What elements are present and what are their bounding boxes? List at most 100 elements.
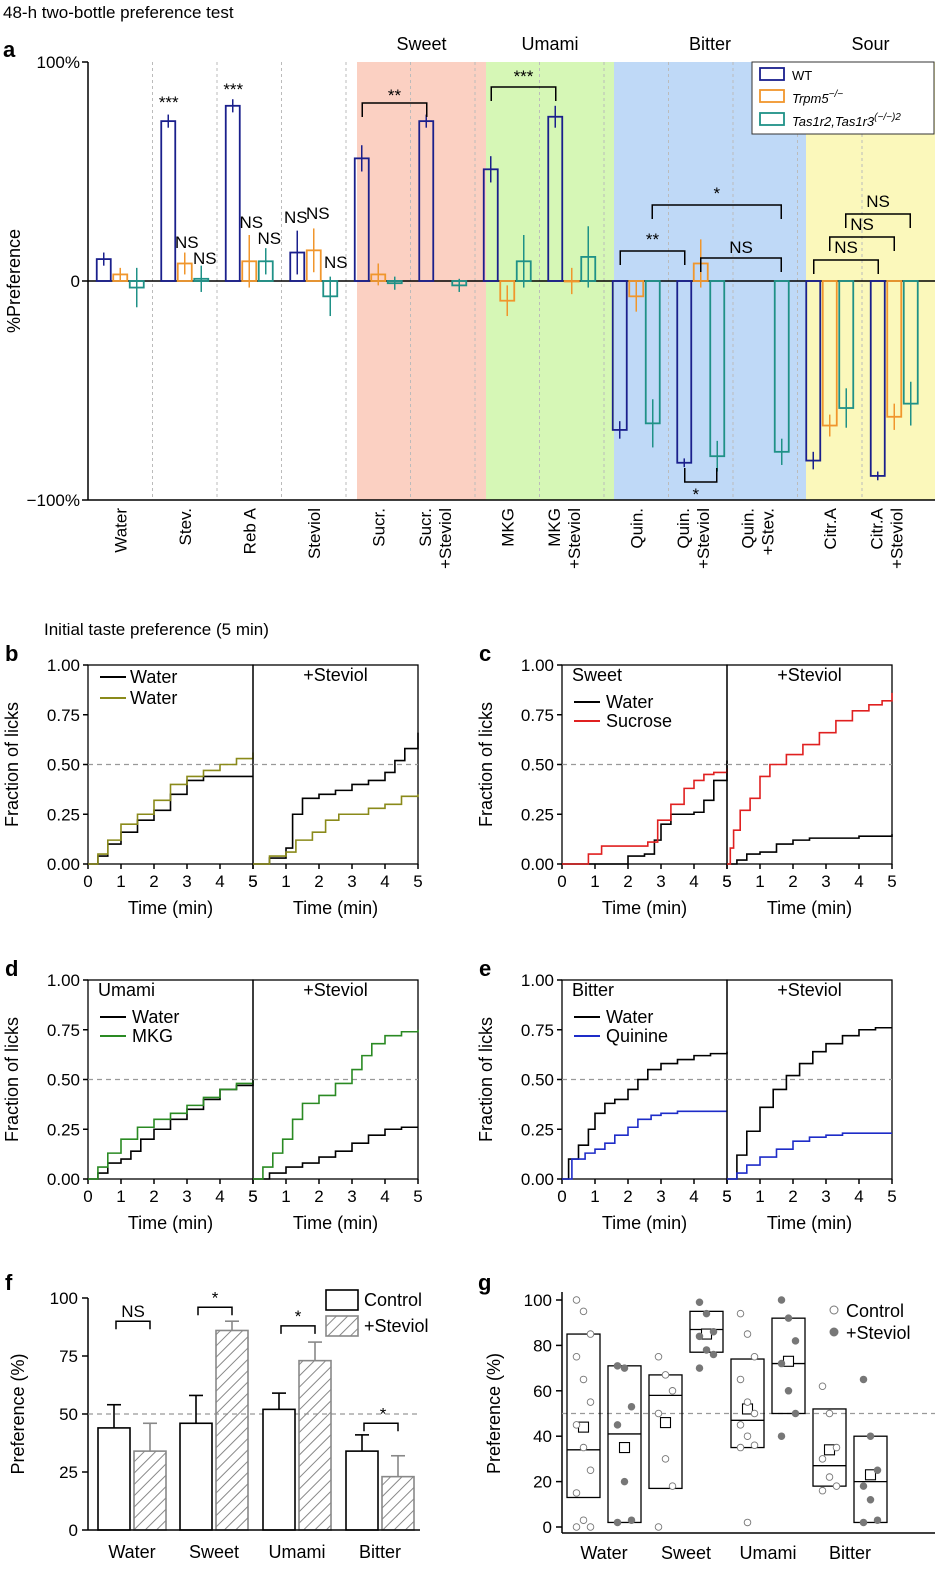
- legend-swatch: [325, 1315, 359, 1337]
- box: [566, 1333, 601, 1499]
- group-label: Sweet: [396, 34, 446, 54]
- significance-label: *: [713, 184, 720, 203]
- y-tick-label: 0.75: [521, 706, 554, 725]
- legend-entry: Control: [364, 1290, 422, 1310]
- data-point: [832, 1443, 841, 1452]
- x-tick-label: 0: [83, 872, 92, 891]
- data-point: [784, 1387, 793, 1395]
- legend-entry-sup: (−/−)2: [874, 112, 901, 123]
- y-tick-label: 0: [69, 1521, 78, 1540]
- panel-f: f 0 25 50 75 100 Preference (%) Water Sweet Umami…: [5, 1270, 429, 1562]
- x-tick-label-line1: Citr.A: [821, 507, 840, 549]
- y-tick-label: −100%: [27, 491, 80, 510]
- y-tick-label: 1.00: [521, 971, 554, 990]
- significance-label: ***: [514, 67, 534, 86]
- x-tick-label-line1: Quin.: [627, 508, 646, 549]
- legend-entry: Tas1r2,Tas1r3(−/−)2: [792, 112, 901, 129]
- panel-title: +Steviol: [303, 665, 368, 685]
- x-tick-label-line1: Quin.: [738, 508, 757, 549]
- x-tick-label: 2: [623, 872, 632, 891]
- data-point: [572, 1296, 581, 1304]
- x-tick-label: 3: [182, 1187, 191, 1206]
- legend-entry-main: Trpm5: [792, 91, 829, 106]
- x-tick-label: 0: [557, 872, 566, 891]
- panel-g: g 0 20 40 60 80 100 Preference (%) Water Sweet Uma…: [478, 1270, 935, 1563]
- x-tick-label: 2: [314, 872, 323, 891]
- x-tick-label: 5: [248, 872, 257, 891]
- data-point: [586, 1466, 595, 1474]
- x-axis-label: Time (min): [128, 1213, 213, 1233]
- panel-label: b: [5, 641, 18, 666]
- data-point: [736, 1443, 745, 1452]
- data-point: [586, 1523, 595, 1531]
- significance-bracket: [197, 1306, 233, 1316]
- y-axis-label: %Preference: [4, 229, 24, 333]
- data-point: [777, 1296, 786, 1304]
- x-tick-label: 5: [722, 1187, 731, 1206]
- y-tick-label: 0.75: [47, 1021, 80, 1040]
- x-tick-label: 3: [656, 1187, 665, 1206]
- data-point: [572, 1421, 581, 1429]
- x-tick-label: 5: [887, 872, 896, 891]
- significance-label: NS: [306, 204, 330, 223]
- y-tick-label: 40: [533, 1427, 552, 1446]
- series-line: [727, 1132, 892, 1180]
- significance-label: **: [646, 230, 660, 249]
- y-tick-label: 0.50: [521, 1071, 554, 1090]
- panel-label: e: [479, 956, 491, 981]
- significance-bracket: [361, 102, 428, 117]
- series-line: [562, 1051, 728, 1180]
- data-point: [743, 1432, 752, 1440]
- box-mean: [618, 1442, 631, 1454]
- y-tick-label: 0.00: [47, 855, 80, 874]
- y-tick-label: 20: [533, 1473, 552, 1492]
- y-tick-label: 0.00: [521, 1170, 554, 1189]
- y-tick-label: 0.50: [521, 756, 554, 775]
- significance-label: NS: [324, 253, 348, 272]
- data-point: [709, 1350, 718, 1359]
- data-point: [750, 1409, 759, 1418]
- y-tick-label: 75: [59, 1347, 78, 1366]
- y-axis-label: Preference (%): [8, 1353, 28, 1474]
- data-point: [654, 1409, 663, 1418]
- x-tick-label: Steviol: [305, 508, 324, 559]
- x-tick-label: Sweet: [661, 1543, 711, 1563]
- significance-label: NS: [175, 233, 199, 252]
- data-point: [695, 1364, 704, 1372]
- x-tick-label: Citr.A+Steviol: [867, 507, 906, 569]
- x-axis-label: Time (min): [128, 898, 213, 918]
- legend-entry-sup: −/−: [829, 89, 844, 100]
- bar: [160, 120, 177, 282]
- x-tick-label: Bitter: [829, 1543, 871, 1563]
- x-tick-label-line2: +Steviol: [565, 508, 584, 569]
- panel-a: 48-h two-bottle preference test a Sweet Uma…: [3, 3, 935, 569]
- x-tick-label-line2: +Steviol: [887, 508, 906, 569]
- data-point: [743, 1518, 752, 1527]
- series-line: [562, 760, 728, 865]
- x-tick-label: Quin.: [627, 508, 646, 549]
- y-tick-label: 0.25: [47, 1120, 80, 1139]
- series-line: [562, 1110, 727, 1180]
- significance-bracket: [829, 236, 895, 251]
- box: [730, 1358, 765, 1449]
- y-axis-label: Fraction of licks: [476, 1017, 496, 1142]
- x-tick-label: 4: [689, 1187, 698, 1206]
- bar: [345, 1450, 379, 1531]
- y-tick-label: 25: [59, 1463, 78, 1482]
- data-point: [859, 1518, 868, 1527]
- data-point: [654, 1352, 663, 1361]
- data-point: [579, 1375, 588, 1384]
- group-label: Bitter: [689, 34, 731, 54]
- series-line: [253, 794, 419, 865]
- x-tick-label: Bitter: [359, 1542, 401, 1562]
- data-point: [572, 1352, 581, 1361]
- x-tick-label: 4: [215, 872, 224, 891]
- data-point: [572, 1523, 581, 1531]
- x-tick-label: Water: [580, 1543, 627, 1563]
- legend-swatch: [325, 1289, 359, 1311]
- series-line: [253, 732, 419, 865]
- series-line: [88, 1079, 254, 1180]
- x-tick-label: 5: [248, 1187, 257, 1206]
- x-tick-label-line1: Citr.A: [867, 507, 886, 549]
- significance-bracket: [813, 259, 879, 274]
